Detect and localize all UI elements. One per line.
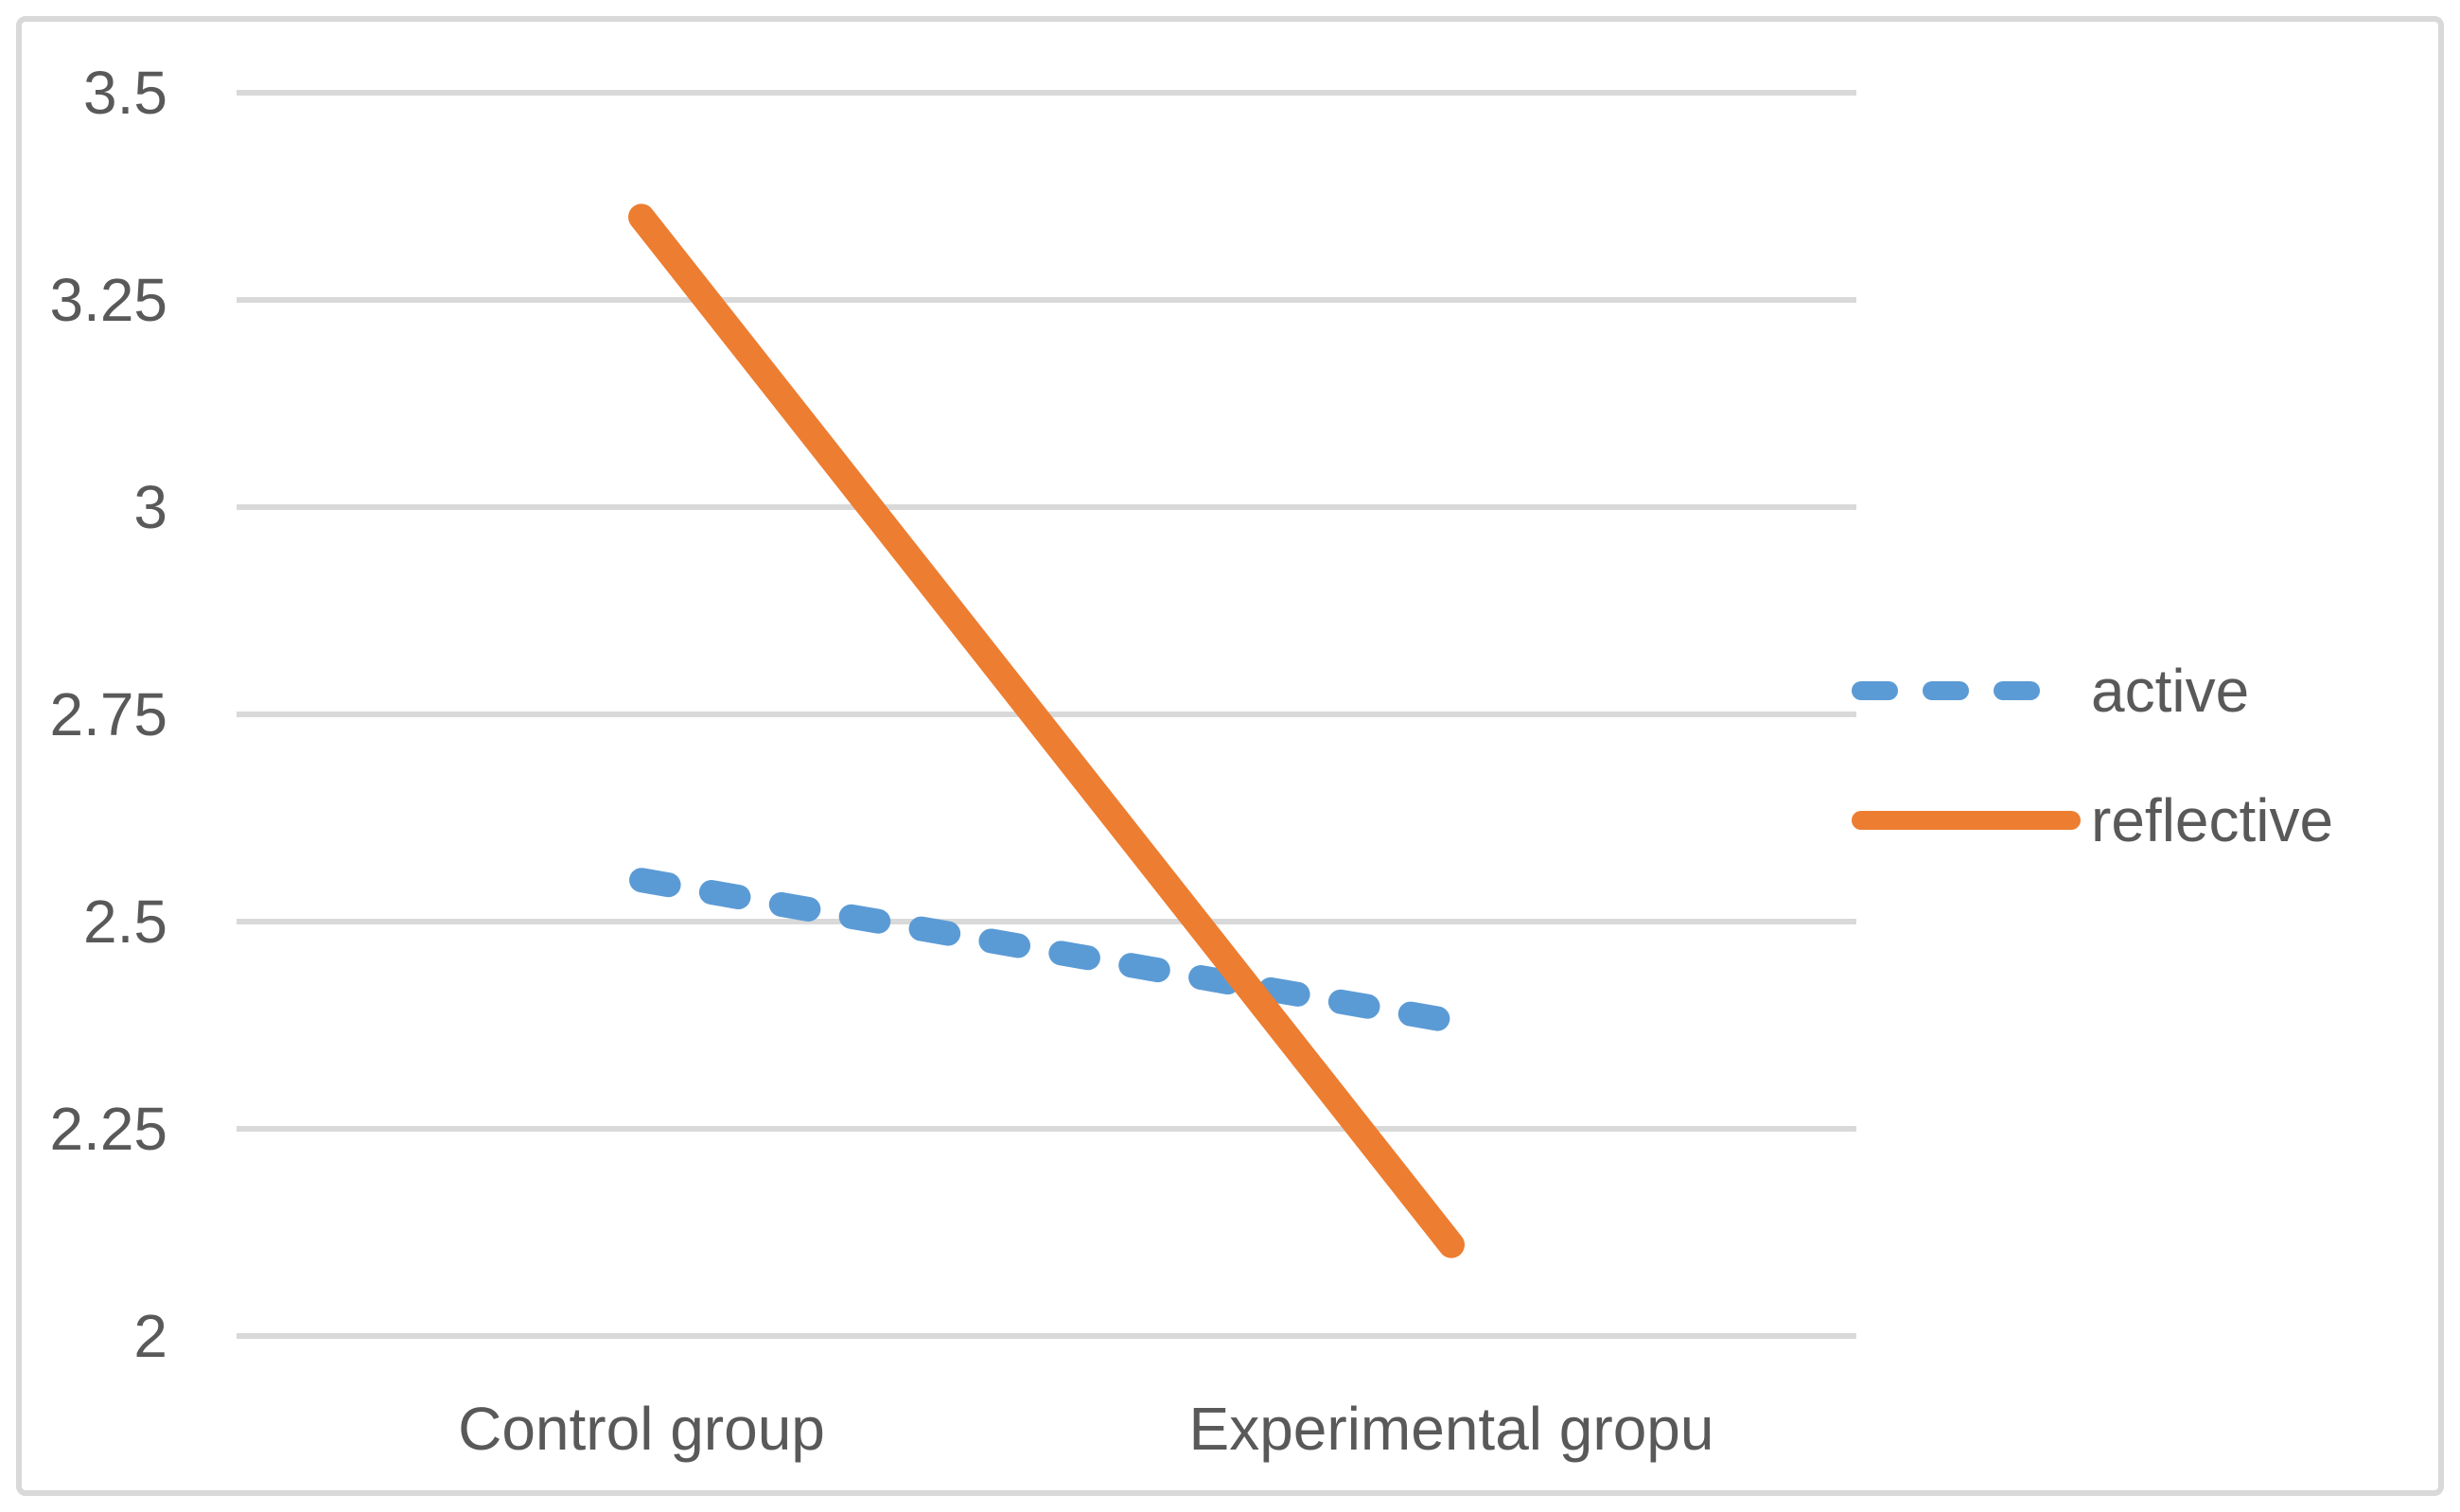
chart-frame [16, 16, 2444, 1496]
y-tick-label: 2.25 [49, 1095, 167, 1163]
y-tick-label: 3.25 [49, 266, 167, 334]
y-tick-label: 3.5 [83, 59, 167, 127]
legend-swatch-solid-line [1852, 811, 2081, 830]
y-tick-label: 2.75 [49, 680, 167, 748]
y-tick-label: 2.5 [83, 888, 167, 956]
gridlines-group [237, 90, 1856, 1339]
series-lines-group [628, 203, 1465, 1258]
legend-swatch-dashed-line [1852, 681, 2081, 700]
legend-label: reflective [2091, 786, 2334, 854]
y-tick-label: 3 [133, 473, 167, 541]
series-line-reflective [628, 203, 1465, 1258]
series-line-active [629, 868, 1464, 1034]
x-axis-label: Control group [458, 1395, 825, 1463]
legend-label: active [2091, 657, 2250, 725]
x-axis-label: Experimental gropu [1188, 1395, 1714, 1463]
y-tick-label: 2 [133, 1302, 167, 1370]
